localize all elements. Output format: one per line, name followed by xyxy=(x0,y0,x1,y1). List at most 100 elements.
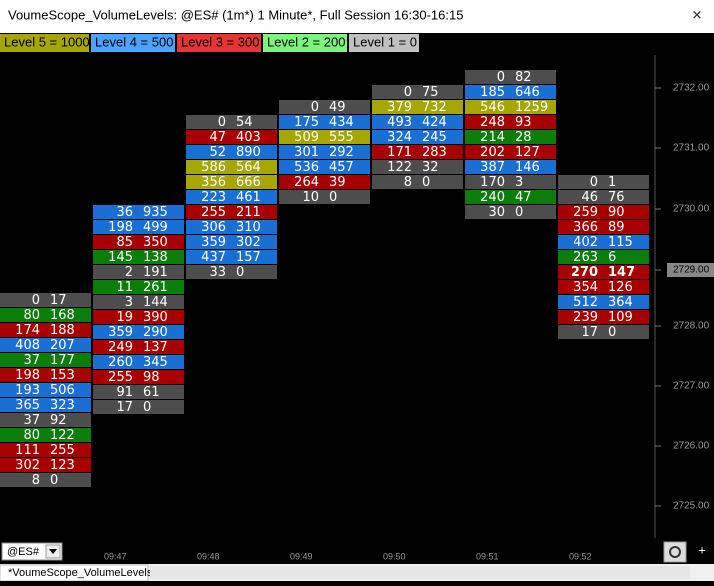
bid: 2 xyxy=(125,265,133,280)
bid: 263 xyxy=(573,250,598,265)
bid: 270 xyxy=(571,265,598,280)
price-label: 2731.00 xyxy=(673,143,710,154)
ask: 92 xyxy=(50,413,67,428)
ask: 157 xyxy=(236,250,261,265)
cell xyxy=(558,235,649,249)
ask: 290 xyxy=(143,325,168,340)
bid: 17 xyxy=(581,325,598,340)
ask: 555 xyxy=(329,130,354,145)
bid: 509 xyxy=(294,130,319,145)
bid: 359 xyxy=(108,325,133,340)
ask: 144 xyxy=(143,295,168,310)
bid: 354 xyxy=(573,280,598,295)
current-price-box xyxy=(667,263,714,277)
bid: 80 xyxy=(23,308,40,323)
ask: 90 xyxy=(608,205,625,220)
bid: 80 xyxy=(23,428,40,443)
bid: 10 xyxy=(302,190,319,205)
price-label: 2729.00 xyxy=(673,265,710,276)
bid: 546 xyxy=(480,100,505,115)
bid: 33 xyxy=(209,265,226,280)
cell xyxy=(465,70,556,84)
ask: 732 xyxy=(422,100,447,115)
ask: 261 xyxy=(143,280,168,295)
add-button[interactable]: + xyxy=(698,542,706,557)
legend-box[interactable] xyxy=(349,34,419,52)
ask: 98 xyxy=(143,370,160,385)
legend-label: Level 3 = 300 xyxy=(181,34,259,49)
cell xyxy=(558,190,649,204)
ask: 28 xyxy=(515,130,532,145)
scrollbar[interactable] xyxy=(150,566,690,579)
cell xyxy=(279,175,370,189)
cell xyxy=(465,130,556,144)
bid: 122 xyxy=(387,160,412,175)
bid: 264 xyxy=(294,175,319,190)
price-label: 2732.00 xyxy=(673,83,710,94)
cell xyxy=(93,340,184,354)
ask: 54 xyxy=(236,115,253,130)
ask: 122 xyxy=(50,428,75,443)
bid: 175 xyxy=(294,115,319,130)
ask: 0 xyxy=(422,175,430,190)
ask: 115 xyxy=(608,235,633,250)
bid: 402 xyxy=(573,235,598,250)
content: Level 5 = 1000 Level 4 = 500 Level 3 = 300… xyxy=(0,34,714,561)
bid: 255 xyxy=(201,205,226,220)
ask: 49 xyxy=(329,100,346,115)
cell xyxy=(93,280,184,294)
bid: 366 xyxy=(573,220,598,235)
ask: 403 xyxy=(236,130,261,145)
ask: 76 xyxy=(608,190,625,205)
cell xyxy=(93,265,184,279)
cell xyxy=(0,398,91,412)
cell xyxy=(279,100,370,114)
price-label: 2728.00 xyxy=(673,321,710,332)
bid: 170 xyxy=(480,175,505,190)
cell xyxy=(0,413,91,427)
cell xyxy=(93,235,184,249)
legend-box[interactable] xyxy=(177,34,261,52)
ask: 32 xyxy=(422,160,439,175)
bid: 19 xyxy=(116,310,133,325)
bid: 8 xyxy=(404,175,412,190)
legend-box[interactable] xyxy=(0,34,89,52)
ask: 292 xyxy=(329,145,354,160)
cell xyxy=(93,220,184,234)
bid: 302 xyxy=(15,458,40,473)
price-label: 2727.00 xyxy=(673,381,710,392)
bid: 240 xyxy=(480,190,505,205)
ask: 1259 xyxy=(515,100,548,115)
bid: 171 xyxy=(387,145,412,160)
cell xyxy=(0,443,91,457)
price-label: 2726.00 xyxy=(673,441,710,452)
bid: 239 xyxy=(573,310,598,325)
cell xyxy=(279,130,370,144)
ask: 207 xyxy=(50,338,75,353)
ask: 47 xyxy=(515,190,532,205)
cell xyxy=(372,160,463,174)
bid: 47 xyxy=(209,130,226,145)
ask: 6 xyxy=(608,250,616,265)
bid: 223 xyxy=(201,190,226,205)
cell xyxy=(372,100,463,114)
ask: 0 xyxy=(515,205,523,220)
ask: 323 xyxy=(50,398,75,413)
cell xyxy=(186,235,277,249)
cell xyxy=(465,100,556,114)
close-button[interactable]: ✕ xyxy=(692,7,703,22)
ask: 168 xyxy=(50,308,75,323)
refresh-button[interactable] xyxy=(663,541,687,563)
cell xyxy=(186,190,277,204)
cell xyxy=(279,160,370,174)
ask: 1 xyxy=(608,175,616,190)
bid: 359 xyxy=(201,235,226,250)
cell xyxy=(558,280,649,294)
cell xyxy=(186,250,277,264)
ask: 82 xyxy=(515,70,532,85)
legend-box[interactable] xyxy=(91,34,175,52)
bid: 0 xyxy=(218,115,226,130)
legend-box[interactable] xyxy=(263,34,347,52)
ask: 364 xyxy=(608,295,633,310)
